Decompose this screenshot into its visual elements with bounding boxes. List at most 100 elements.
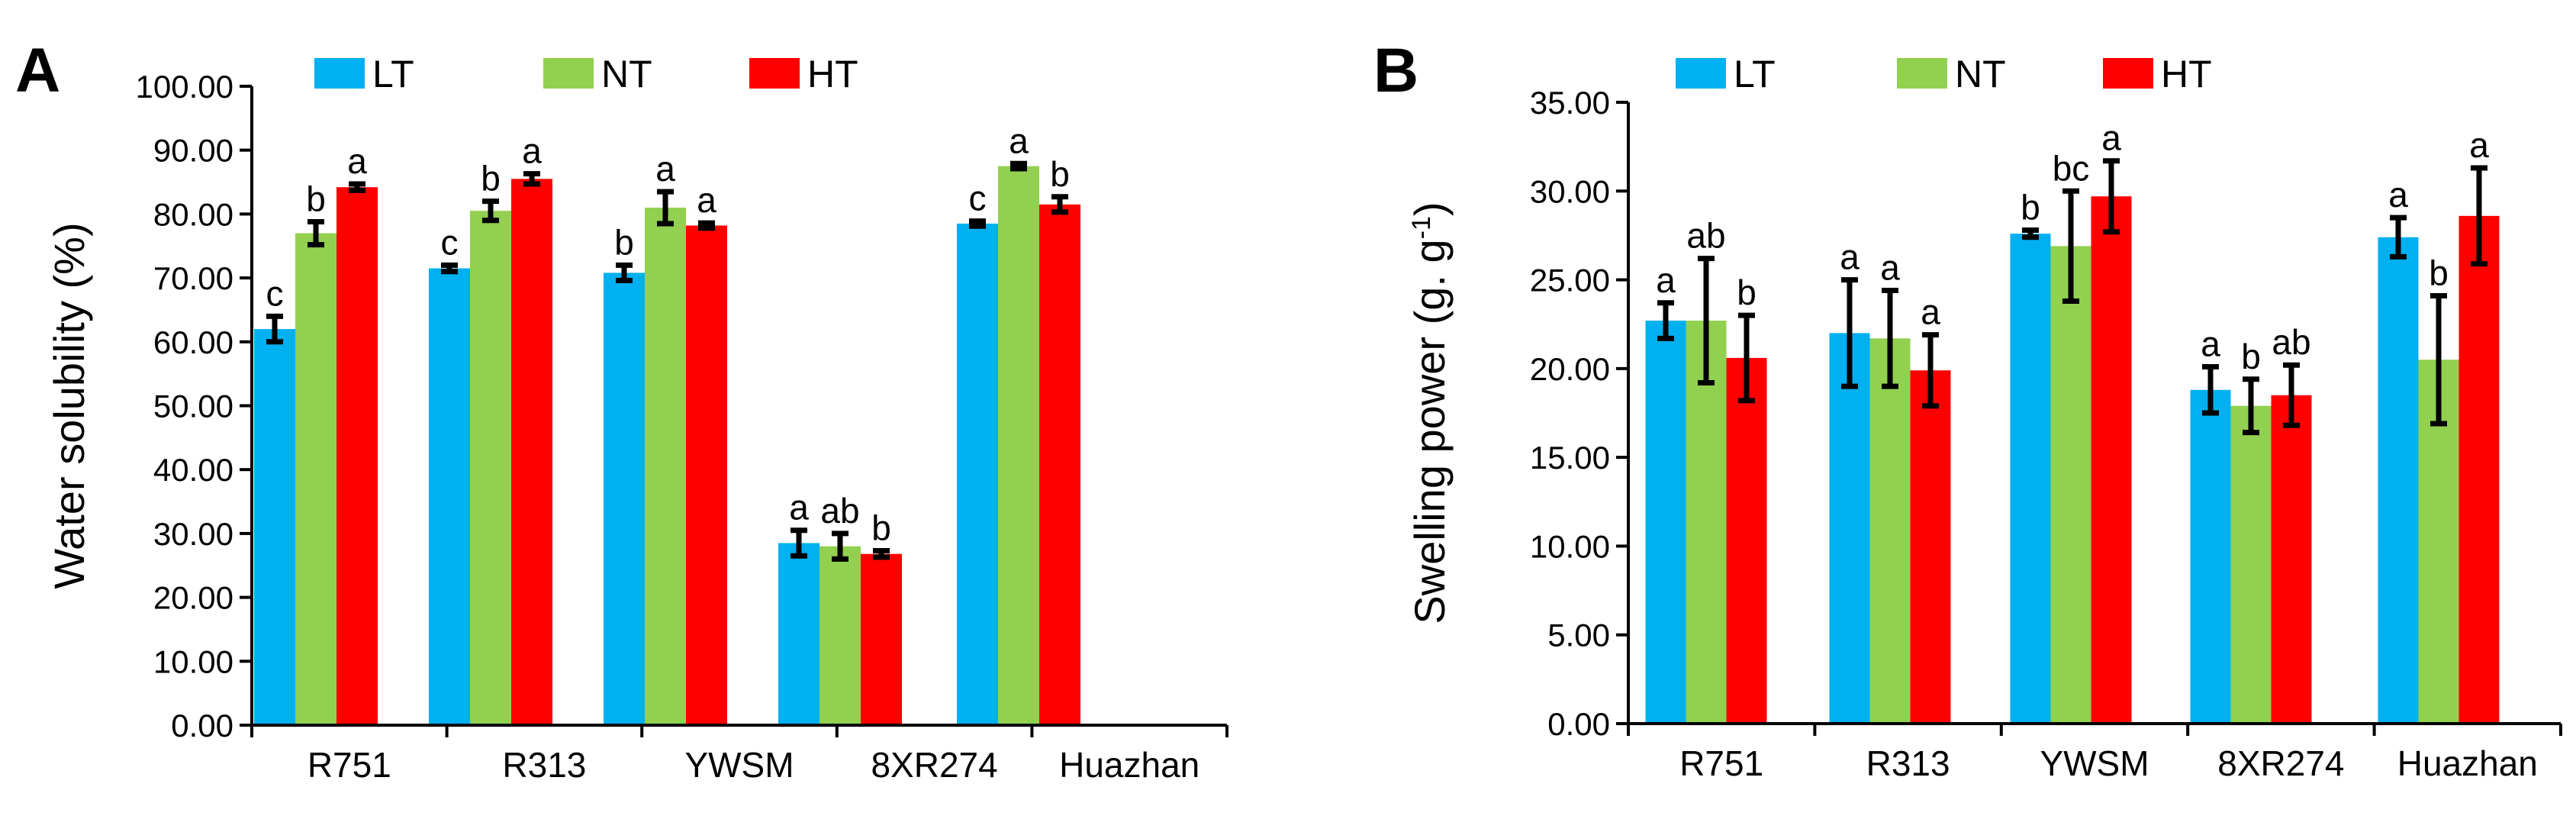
- x-category-label: 8XR274: [2217, 743, 2344, 783]
- legend-swatch-ht: [749, 58, 800, 89]
- legend-swatch-ht: [2103, 58, 2153, 89]
- significance-label: ab: [820, 491, 859, 531]
- bar-lt-8xr274: [778, 543, 819, 725]
- significance-label: b: [1737, 273, 1757, 312]
- y-axis-title: Water solubility (%): [45, 222, 93, 589]
- bar-ht-huazhan: [1039, 204, 1080, 726]
- panel-a-water-solubility: A LT NT HT 0.00 10.00 20.00 30.00 40.00 50.00 60.0…: [15, 36, 1228, 785]
- significance-label: a: [697, 180, 716, 220]
- bar-lt-8xr274: [2190, 389, 2231, 724]
- bar-lt-ywsm: [604, 273, 645, 725]
- legend-label-nt: NT: [1955, 53, 2006, 95]
- significance-label: a: [1009, 121, 1029, 160]
- y-tick-label: 20.00: [153, 580, 233, 616]
- y-axis-title-superscript: -1: [1407, 216, 1436, 239]
- significance-label: a: [1921, 292, 1940, 332]
- y-tick-label: 25.00: [1530, 263, 1610, 298]
- significance-label: a: [789, 488, 809, 527]
- bar-ht-huazhan: [2458, 215, 2500, 724]
- y-tick-label: 5.00: [1547, 618, 1610, 653]
- significance-label: b: [481, 159, 501, 198]
- y-tick-label: 10.00: [153, 643, 233, 679]
- x-category-label: YWSM: [684, 745, 794, 785]
- bar-lt-r313: [1829, 333, 1870, 724]
- y-axis-title: Swelling power (g. g-1): [1406, 202, 1454, 624]
- bar-nt-ywsm: [2050, 246, 2091, 724]
- panel-label: A: [15, 36, 60, 105]
- panel-label: B: [1373, 36, 1418, 105]
- y-tick-label: 60.00: [153, 324, 233, 360]
- significance-label: a: [347, 141, 367, 181]
- y-tick-label: 90.00: [153, 133, 233, 169]
- bar-ht-ywsm: [686, 225, 727, 725]
- bar-ht-ywsm: [2091, 196, 2132, 724]
- legend-label-ht: HT: [2161, 53, 2212, 95]
- bar-nt-ywsm: [645, 208, 686, 725]
- y-tick-label: 35.00: [1530, 85, 1610, 121]
- bar-nt-r313: [1869, 338, 1911, 724]
- x-category-label: R751: [1679, 743, 1763, 783]
- y-tick-label: 20.00: [1530, 351, 1610, 387]
- significance-label: b: [2429, 253, 2449, 293]
- bar-nt-huazhan: [998, 166, 1039, 725]
- significance-label: c: [969, 179, 987, 218]
- bar-ht-r751: [1726, 357, 1767, 724]
- y-tick-label: 0.00: [171, 708, 233, 743]
- legend-swatch-nt: [1897, 58, 1947, 89]
- x-category-label: Huazhan: [2397, 743, 2538, 783]
- bar-lt-r751: [254, 329, 295, 725]
- significance-label: a: [1880, 248, 1900, 288]
- significance-label: a: [2201, 324, 2220, 364]
- significance-label: ab: [1686, 216, 1725, 256]
- bar-nt-r313: [470, 211, 511, 726]
- significance-label: a: [2101, 118, 2121, 158]
- significance-label: a: [2388, 175, 2408, 214]
- y-tick-label: 100.00: [136, 69, 233, 105]
- legend-label-ht: HT: [807, 53, 858, 95]
- x-category-label: R751: [308, 745, 391, 785]
- significance-label: a: [1656, 260, 1676, 300]
- x-category-label: Huazhan: [1059, 745, 1199, 785]
- legend-label-nt: NT: [601, 53, 652, 95]
- bar-ht-8xr274: [861, 553, 902, 725]
- significance-label: bc: [2053, 148, 2090, 188]
- significance-label: b: [2241, 337, 2261, 376]
- bar-ht-8xr274: [2271, 395, 2312, 724]
- y-tick-label: 10.00: [1530, 528, 1610, 564]
- y-tick-label: 30.00: [153, 516, 233, 552]
- y-tick-label: 40.00: [153, 452, 233, 488]
- y-tick-label: 80.00: [153, 196, 233, 232]
- x-category-label: R313: [502, 745, 586, 785]
- bar-nt-r751: [295, 233, 336, 725]
- y-axis-title-close: ): [1406, 202, 1454, 216]
- significance-label: b: [614, 222, 634, 262]
- significance-label: ab: [2272, 322, 2310, 362]
- bar-lt-r751: [1645, 321, 1686, 724]
- bar-lt-ywsm: [2010, 234, 2051, 724]
- bar-nt-8xr274: [819, 546, 861, 725]
- legend-swatch-lt: [314, 58, 365, 89]
- bar-ht-r313: [511, 179, 552, 726]
- significance-label: b: [306, 179, 326, 218]
- y-tick-label: 70.00: [153, 260, 233, 296]
- y-tick-label: 0.00: [1547, 706, 1610, 742]
- bar-nt-8xr274: [2230, 405, 2272, 724]
- legend-label-lt: LT: [1734, 53, 1776, 95]
- y-tick-label: 50.00: [153, 389, 233, 424]
- bar-lt-r313: [429, 268, 470, 725]
- significance-label: c: [266, 273, 284, 313]
- bar-lt-huazhan: [957, 223, 998, 726]
- significance-label: a: [2469, 125, 2489, 165]
- significance-label: a: [655, 149, 675, 189]
- x-category-label: R313: [1866, 743, 1950, 783]
- bar-lt-huazhan: [2378, 237, 2419, 724]
- panel-b-swelling-power: B LT NT HT 0.00 5.00 10.00 15.00 20.00 25.00 30.00…: [1373, 36, 2562, 783]
- x-category-label: YWSM: [2040, 743, 2149, 783]
- legend-label-lt: LT: [372, 53, 414, 95]
- bar-nt-r751: [1686, 321, 1727, 724]
- significance-label: b: [1050, 154, 1070, 194]
- y-tick-label: 30.00: [1530, 173, 1610, 209]
- legend-swatch-lt: [1676, 58, 1726, 89]
- y-tick-label: 15.00: [1530, 440, 1610, 476]
